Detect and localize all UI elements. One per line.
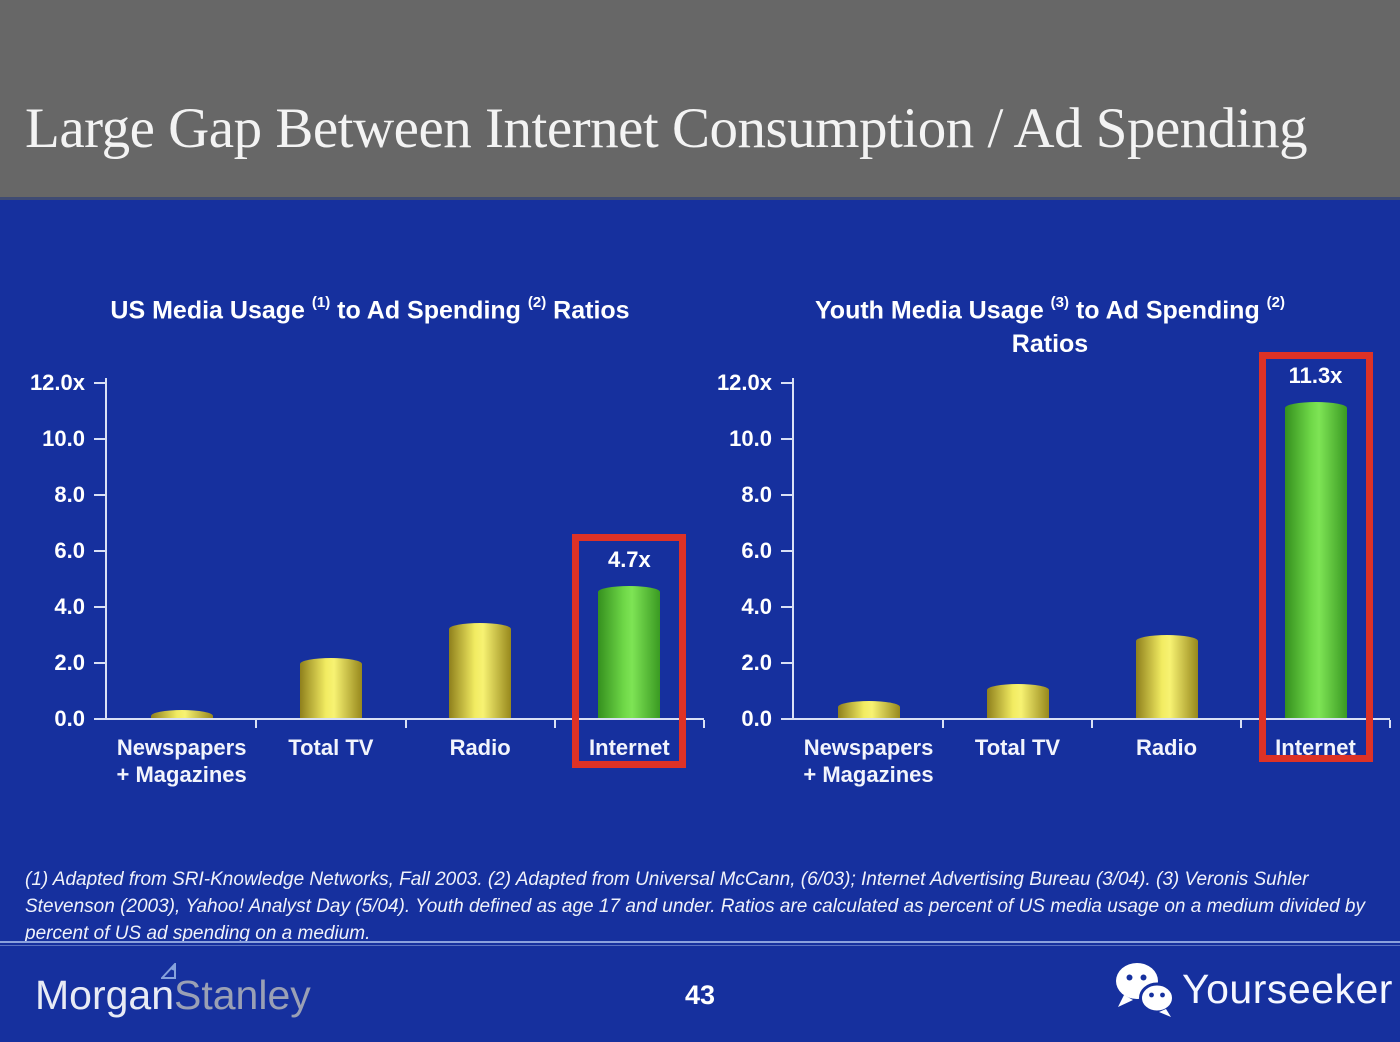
y-tick-label: 0.0: [741, 706, 772, 731]
y-tick: [94, 382, 105, 384]
x-tick: [942, 720, 944, 728]
y-tick-label: 12.0x: [716, 370, 772, 395]
y-tick-label: 8.0: [54, 482, 85, 507]
category-label-line: Radio: [449, 735, 511, 760]
bar-total-tv: [299, 658, 362, 718]
bar-radio: [449, 623, 512, 718]
y-axis: [105, 378, 107, 720]
us-chart-title: US Media Usage (1) to Ad Spending (2) Ra…: [110, 294, 630, 325]
youth-chart-title: Youth Media Usage (3) to Ad Spending (2)…: [814, 294, 1286, 359]
footer-separator-shadow: [0, 945, 1400, 946]
us-media-usage-chart: 0.0 2.0 4.0 6.0 8.0 10.0 12.0x Newspapers + Maga…: [30, 370, 720, 840]
category-label-line: Total TV: [974, 735, 1061, 760]
footer-separator: [0, 941, 1400, 943]
x-tick: [553, 720, 556, 728]
category-label: Total TV: [221, 734, 441, 761]
y-tick-label: 10.0: [729, 426, 772, 451]
category-label-line: + Magazines: [116, 762, 247, 787]
category-label: Radio: [370, 734, 590, 761]
bar-total-tv: [986, 684, 1049, 718]
category-label-line: Total TV: [288, 735, 374, 760]
y-tick: [781, 606, 792, 608]
slide-title: Large Gap Between Internet Consumption /…: [25, 97, 1308, 160]
y-axis: [792, 378, 794, 720]
morgan-stanley-logo-stanley: Stanley: [174, 972, 311, 1018]
morgan-stanley-logo: MorganStanley: [35, 963, 311, 1028]
category-label: Total TV: [908, 734, 1128, 761]
x-tick: [255, 720, 258, 728]
wechat-icon: [1116, 963, 1175, 1017]
x-tick: [1240, 720, 1242, 728]
x-tick: [703, 720, 705, 728]
x-tick: [1389, 720, 1391, 728]
bar-internet: [1284, 402, 1347, 718]
bar-value-label: 11.3x: [1288, 363, 1343, 388]
bar-internet: [598, 586, 661, 718]
y-tick-label: 4.0: [741, 594, 772, 619]
y-tick: [94, 494, 105, 496]
y-tick-label: 12.0x: [29, 370, 85, 395]
y-tick: [94, 662, 105, 664]
y-tick-label: 4.0: [54, 594, 85, 619]
category-label: Newspapers + Magazines: [72, 734, 292, 788]
category-label-line: Radio: [1135, 735, 1198, 760]
category-label-line: Internet: [589, 735, 670, 760]
category-label: Radio: [1057, 734, 1277, 761]
y-tick-label: 2.0: [741, 650, 772, 675]
page-number: 43: [684, 980, 716, 1010]
y-tick-label: 6.0: [54, 538, 85, 563]
footnote: (1) Adapted from SRI-Knowledge Networks,…: [25, 869, 1365, 944]
category-label: Newspapers + Magazines: [759, 734, 979, 788]
y-tick: [781, 494, 792, 496]
y-tick: [94, 438, 105, 440]
y-tick-label: 0.0: [54, 706, 85, 731]
y-tick: [94, 718, 105, 720]
x-axis: [792, 718, 1390, 720]
category-label-line: Newspapers: [116, 735, 247, 760]
morgan-stanley-triangle-icon: [161, 963, 176, 979]
x-tick: [1091, 720, 1093, 728]
x-tick: [404, 720, 407, 728]
morgan-stanley-logo-morgan: Morgan: [35, 972, 175, 1018]
youth-media-usage-chart: 0.0 2.0 4.0 6.0 8.0 10.0 12.0x Newspapers + Maga…: [700, 352, 1400, 840]
highlight-box-bar-internet: [1258, 352, 1373, 762]
y-tick-label: 2.0: [54, 650, 85, 675]
title-footnote-ref: (1): [311, 294, 331, 311]
bar-radio: [1135, 635, 1198, 718]
category-label-line: + Magazines: [803, 762, 934, 787]
title-footnote-ref: (2): [1266, 294, 1286, 311]
y-tick-label: 8.0: [741, 482, 772, 507]
yourseeker-wordmark: Yourseeker: [1182, 966, 1393, 1012]
highlight-box-bar-internet: [572, 534, 687, 768]
y-tick-label: 10.0: [42, 426, 85, 451]
bar-newspapers-magazines: [837, 701, 900, 718]
y-tick: [781, 438, 792, 440]
y-tick: [781, 662, 792, 664]
bar-value-label: 4.7x: [607, 547, 651, 572]
y-tick: [94, 606, 105, 608]
x-axis: [105, 718, 704, 720]
category-label: Internet: [519, 734, 739, 761]
slide-header: Large Gap Between Internet Consumption /…: [0, 0, 1400, 200]
y-tick: [781, 718, 792, 720]
y-tick: [781, 550, 792, 552]
y-tick: [94, 550, 105, 552]
title-footnote-ref: (2): [527, 294, 547, 311]
title-footnote-ref: (3): [1050, 294, 1070, 311]
y-tick: [781, 382, 792, 384]
bar-newspapers-magazines: [150, 710, 213, 718]
y-tick-label: 6.0: [741, 538, 772, 563]
category-label-line: Newspapers: [803, 735, 934, 760]
